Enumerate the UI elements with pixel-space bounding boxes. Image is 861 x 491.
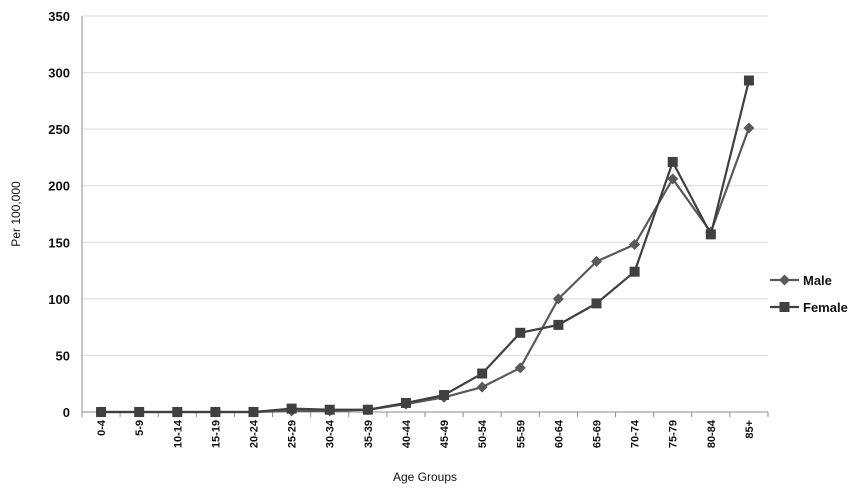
data-point-female	[591, 298, 602, 309]
data-point-male	[629, 239, 641, 251]
data-point-male	[552, 293, 564, 305]
x-tick-label: 15-19	[210, 420, 222, 448]
x-tick-label: 50-54	[477, 419, 489, 448]
x-tick-label: 20-24	[249, 419, 261, 448]
data-point-female	[172, 407, 183, 417]
legend-label: Female	[803, 300, 848, 315]
data-point-male	[743, 122, 755, 134]
x-tick-label: 25-29	[287, 420, 299, 448]
data-point-male	[476, 381, 488, 393]
y-tick-label: 350	[48, 9, 70, 24]
y-tick-label: 200	[48, 179, 70, 194]
x-tick-label: 30-34	[325, 419, 337, 448]
y-tick-label: 150	[48, 235, 70, 250]
legend: Male Female	[770, 273, 848, 315]
series-line-female	[101, 80, 751, 414]
y-tick-label: 100	[48, 292, 70, 307]
data-point-female	[667, 156, 678, 167]
data-point-female	[477, 368, 488, 379]
data-point-female	[96, 407, 107, 417]
x-tick-label: 10-14	[172, 419, 184, 448]
data-point-female	[515, 327, 526, 338]
x-tick-label: 5-9	[134, 420, 146, 436]
series-female	[96, 75, 754, 417]
legend-item-male: Male	[770, 273, 832, 288]
series-male	[95, 122, 755, 418]
legend-marker-diamond	[779, 274, 790, 286]
x-tick-label: 75-79	[668, 420, 680, 448]
y-axis-title: Per 100,000	[9, 181, 23, 247]
data-point-male	[514, 362, 526, 374]
data-point-female	[400, 397, 411, 408]
legend-label: Male	[803, 273, 832, 288]
x-tick-label: 80-84	[706, 419, 718, 448]
x-tick-label: 45-49	[439, 420, 451, 448]
data-point-female	[439, 390, 450, 401]
data-point-female	[286, 403, 297, 414]
data-point-female	[210, 407, 221, 417]
x-tick-label: 85+	[744, 420, 756, 439]
data-point-female	[134, 407, 145, 417]
data-point-male	[591, 256, 602, 268]
legend-marker-square	[779, 302, 790, 312]
x-tick-label: 0-4	[96, 419, 108, 436]
x-tick-label: 35-39	[363, 420, 375, 448]
y-tick-label: 300	[48, 66, 70, 81]
data-point-female	[324, 404, 335, 415]
data-point-female	[248, 407, 259, 417]
data-point-female	[553, 319, 564, 330]
tick-labels: 0 50 100 150 200 250 300 350 0-4 5-9 10-14 15-19 20-…	[48, 9, 756, 448]
x-tick-label: 65-69	[592, 420, 604, 448]
data-point-female	[705, 229, 716, 240]
x-tick-label: 55-59	[515, 420, 527, 448]
data-point-female	[362, 404, 373, 415]
x-tick-label: 70-74	[630, 419, 642, 448]
x-tick-label: 60-64	[553, 419, 565, 448]
y-tick-label: 250	[48, 122, 70, 137]
y-tick-label: 50	[56, 348, 70, 363]
x-axis-title: Age Groups	[393, 470, 457, 484]
data-point-female	[629, 266, 640, 277]
data-point-female	[743, 75, 754, 86]
series-line-male	[101, 127, 750, 414]
series-group	[95, 75, 755, 418]
data-point-male	[667, 173, 679, 185]
axes	[81, 16, 769, 417]
legend-item-female: Female	[770, 300, 848, 315]
y-tick-label: 0	[63, 405, 70, 420]
gridlines	[82, 15, 768, 356]
x-tick-label: 40-44	[401, 419, 413, 448]
